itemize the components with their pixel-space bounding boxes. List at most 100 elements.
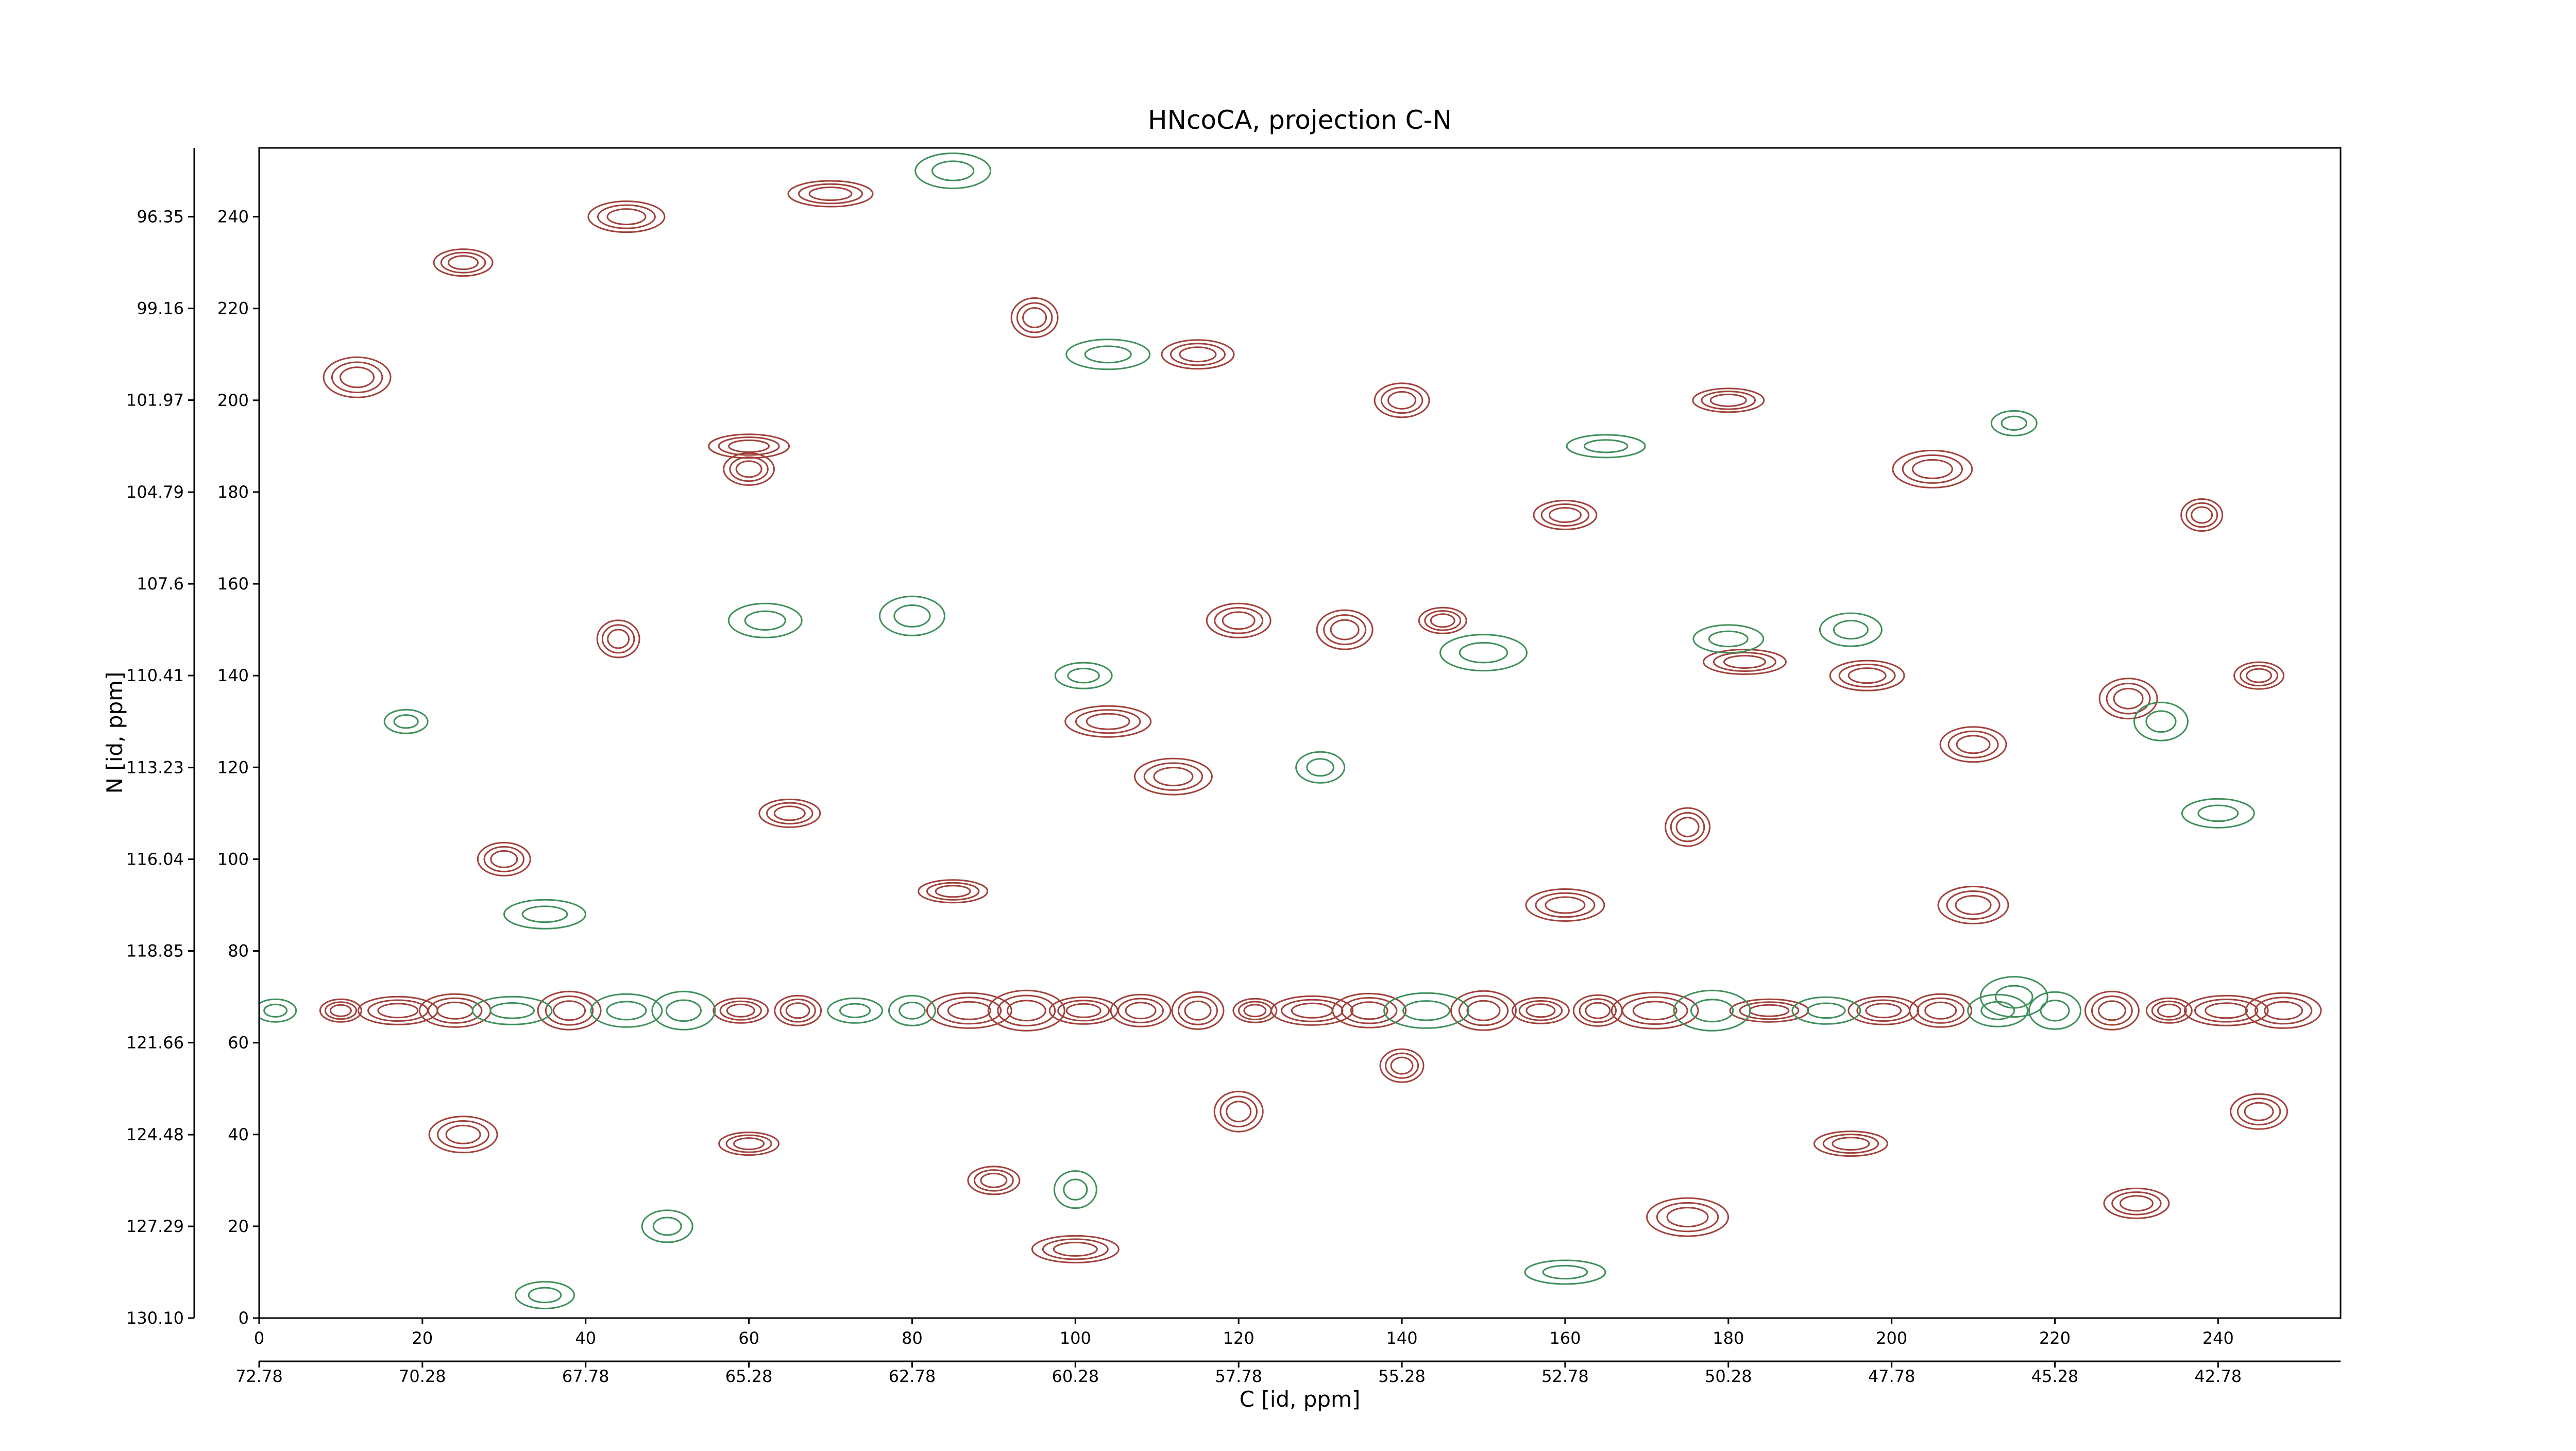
x2-tick-label: 72.78 — [235, 1366, 283, 1386]
chart-title: HNcoCA, projection C-N — [1148, 105, 1452, 135]
contour-line — [1291, 1002, 1333, 1019]
y2-tick-label: 99.16 — [137, 299, 184, 318]
x-tick-label: 240 — [2202, 1328, 2234, 1348]
contour-line — [597, 204, 656, 229]
contour-line — [1656, 1202, 1719, 1233]
contour-line — [1161, 339, 1235, 370]
contour-line — [1458, 995, 1509, 1026]
contour-line — [1450, 990, 1517, 1031]
x2-tick-label: 55.28 — [1378, 1366, 1426, 1386]
x-tick-label: 220 — [2039, 1328, 2071, 1348]
contour-line — [2194, 999, 2259, 1023]
contour-line — [926, 992, 1012, 1029]
contour-line — [1548, 507, 1582, 523]
y2-tick-label: 96.35 — [137, 207, 184, 227]
contour-line — [1956, 735, 1991, 754]
contour-line — [839, 1003, 871, 1019]
contour-line — [719, 1000, 762, 1021]
contour-line — [2183, 994, 2269, 1026]
contour-line — [1219, 1095, 1258, 1127]
contour-line — [1006, 1000, 1046, 1022]
contour-line — [1670, 812, 1705, 842]
contour-line — [1086, 713, 1130, 730]
contour-line — [1387, 391, 1417, 410]
contour-line — [758, 798, 821, 828]
contour-line — [967, 1166, 1021, 1195]
contour-line — [2233, 661, 2285, 690]
y2-tick-label: 101.97 — [126, 391, 184, 410]
contour-line — [1341, 997, 1398, 1024]
contour-line — [718, 436, 780, 456]
contour-line — [1222, 611, 1256, 630]
contour-line — [1213, 1090, 1264, 1133]
contour-line — [607, 629, 630, 649]
contour-line — [1833, 620, 1869, 640]
y2-tick-label: 110.41 — [126, 666, 184, 685]
contour-line — [652, 1217, 682, 1236]
contour-line — [2180, 498, 2224, 532]
contour-line — [935, 885, 971, 898]
contour-line — [1832, 1137, 1870, 1151]
contour-line — [1243, 1004, 1267, 1018]
contour-line — [1016, 302, 1053, 333]
contour-line — [926, 882, 980, 901]
x2-tick-label: 60.28 — [1052, 1366, 1099, 1386]
contour-line — [2040, 1000, 2070, 1022]
y-tick-label: 220 — [217, 299, 249, 318]
contour-line — [606, 208, 647, 226]
contour-line — [2145, 710, 2177, 733]
contour-line — [2197, 804, 2239, 822]
contour-line — [1526, 1003, 1556, 1018]
contour-line — [393, 714, 419, 729]
contour-line — [1822, 1134, 1879, 1154]
contour-line — [651, 990, 716, 1031]
contour-line — [2185, 502, 2218, 528]
contour-line — [708, 433, 790, 459]
contour-line — [665, 999, 702, 1022]
contour-line — [1206, 602, 1272, 638]
contour-line — [1525, 888, 1605, 922]
y-tick-label: 0 — [239, 1308, 249, 1328]
contour-line — [483, 846, 525, 872]
contour-line — [878, 595, 945, 636]
contour-line — [2244, 1102, 2274, 1121]
contour-line — [1791, 996, 1861, 1025]
contour-line — [798, 183, 863, 205]
contour-line — [726, 1003, 755, 1018]
x2-tick-label: 50.28 — [1705, 1366, 1752, 1386]
contour-line — [324, 1001, 357, 1020]
y2-tick-label: 116.04 — [126, 850, 184, 869]
contour-line — [1902, 454, 1963, 484]
contour-line — [1829, 660, 1905, 691]
contour-line — [1937, 885, 2009, 924]
contour-line — [1579, 998, 1617, 1023]
contour-line — [545, 996, 594, 1026]
contour-line — [1042, 1238, 1109, 1260]
contour-line — [735, 460, 762, 478]
contour-line — [1511, 997, 1570, 1024]
contour-line — [2254, 997, 2313, 1025]
contour-line — [1749, 1004, 1790, 1017]
contour-line — [1010, 297, 1059, 339]
contour-line — [471, 996, 553, 1025]
contour-line — [1723, 654, 1766, 669]
y-tick-label: 40 — [228, 1125, 249, 1144]
y-tick-label: 80 — [228, 941, 249, 961]
contour-line — [1865, 1003, 1902, 1019]
contour-line — [718, 1132, 780, 1156]
contour-line — [727, 602, 803, 638]
contour-line — [490, 850, 518, 868]
contour-line — [1084, 345, 1132, 364]
contour-line — [1125, 1002, 1157, 1020]
contour-line — [1177, 996, 1218, 1025]
contour-line — [1418, 606, 1467, 634]
contour-line — [1583, 439, 1629, 453]
contour-line — [383, 708, 429, 734]
x2-tick-label: 45.28 — [2031, 1366, 2079, 1386]
x-tick-label: 120 — [1223, 1328, 1255, 1348]
contour-line — [1390, 1056, 1414, 1075]
y2-tick-label: 118.85 — [126, 941, 184, 961]
contour-line — [2157, 1003, 2181, 1018]
contour-line — [1171, 991, 1225, 1030]
